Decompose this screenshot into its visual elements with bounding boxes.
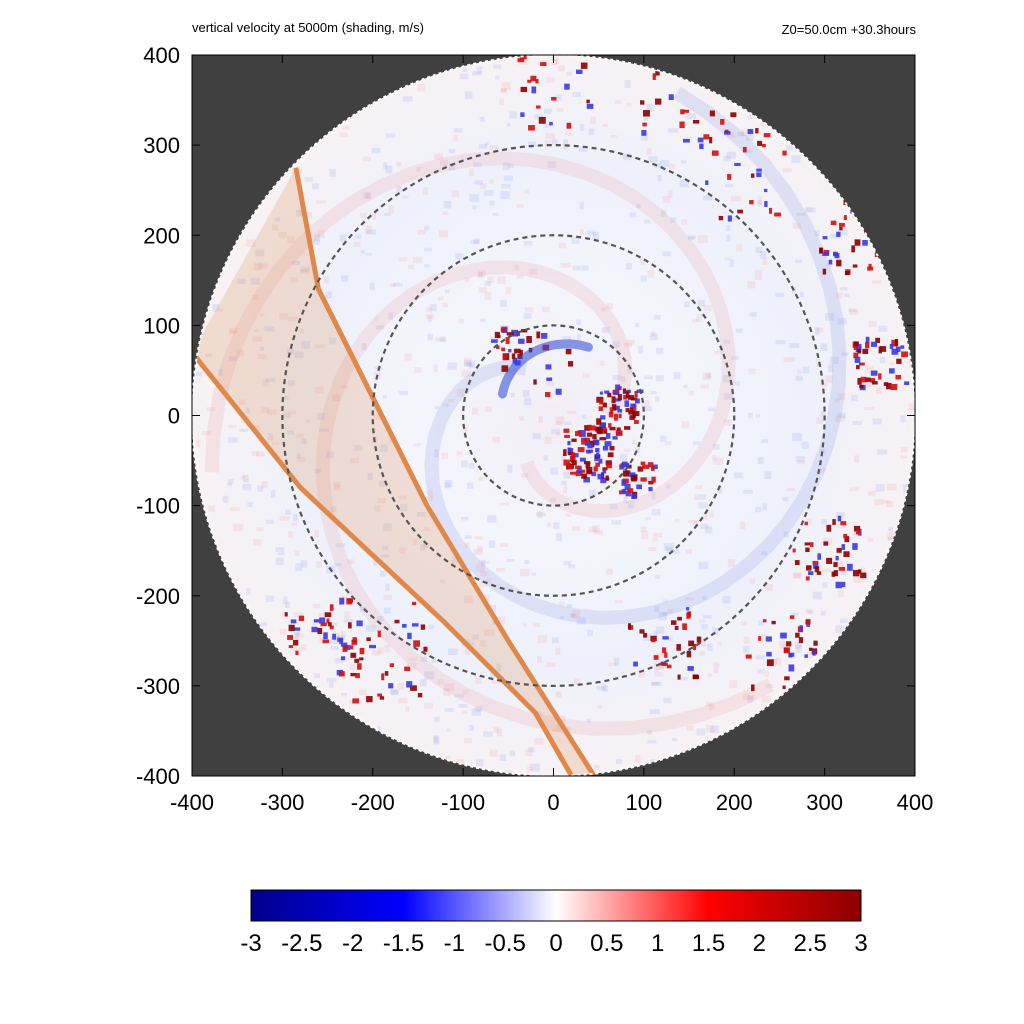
x-tick-label: 400	[897, 790, 934, 815]
colorbar-tick-label: 1	[651, 930, 664, 957]
colorbar-tick-label: 2.5	[793, 930, 826, 957]
range-ring-300	[281, 144, 826, 687]
chart-annotation: Z0=50.0cm +30.3hours	[781, 22, 916, 37]
colorbar-tick-label: -1.5	[383, 930, 424, 957]
y-tick-label: 0	[168, 404, 180, 429]
range-ring-200	[371, 234, 736, 597]
x-tick-label: 200	[716, 790, 753, 815]
y-tick-label: -100	[136, 494, 180, 519]
domain-disc	[192, 55, 915, 776]
y-tick-label: 300	[143, 133, 180, 158]
chart-title: vertical velocity at 5000m (shading, m/s…	[192, 20, 424, 35]
y-tick-label: 100	[143, 313, 180, 338]
range-ring-100	[462, 324, 645, 507]
y-tick-label: 400	[143, 43, 180, 68]
colorbar-tick-label: -3	[240, 930, 261, 957]
x-tick-label: 100	[626, 790, 663, 815]
field-texture	[195, 54, 915, 775]
band-inner-edge	[192, 350, 574, 777]
x-tick-label: -400	[170, 790, 214, 815]
colorbar-tick-label: 3	[854, 930, 867, 957]
x-tick-label: -200	[351, 790, 395, 815]
x-tick-label: -100	[441, 790, 485, 815]
colorbar-tick-label: -2	[342, 930, 363, 957]
colorbar-tick-label: -1	[444, 930, 465, 957]
y-tick-label: -400	[136, 764, 180, 789]
y-tick-label: -300	[136, 674, 180, 699]
x-tick-label: 300	[806, 790, 843, 815]
colorbar	[250, 889, 862, 922]
colorbar-tick-label: 0.5	[590, 930, 623, 957]
y-tick-label: 200	[143, 223, 180, 248]
x-tick-label: -300	[260, 790, 304, 815]
colorbar-tick-label: -2.5	[281, 930, 322, 957]
colorbar-tick-label: -0.5	[484, 930, 525, 957]
colorbar-tick-label: 1.5	[692, 930, 725, 957]
y-tick-label: -200	[136, 584, 180, 609]
x-tick-label: 0	[547, 790, 559, 815]
colorbar-tick-label: 2	[753, 930, 766, 957]
colorbar-tick-label: 0	[549, 930, 562, 957]
